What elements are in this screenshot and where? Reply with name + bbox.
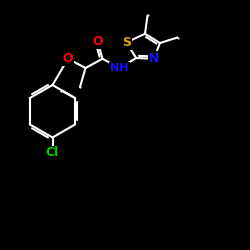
Text: O: O: [63, 52, 73, 65]
Text: Cl: Cl: [46, 146, 59, 160]
Text: O: O: [92, 35, 103, 48]
Text: NH: NH: [110, 63, 129, 73]
Text: N: N: [148, 52, 159, 65]
Text: S: S: [122, 36, 131, 49]
